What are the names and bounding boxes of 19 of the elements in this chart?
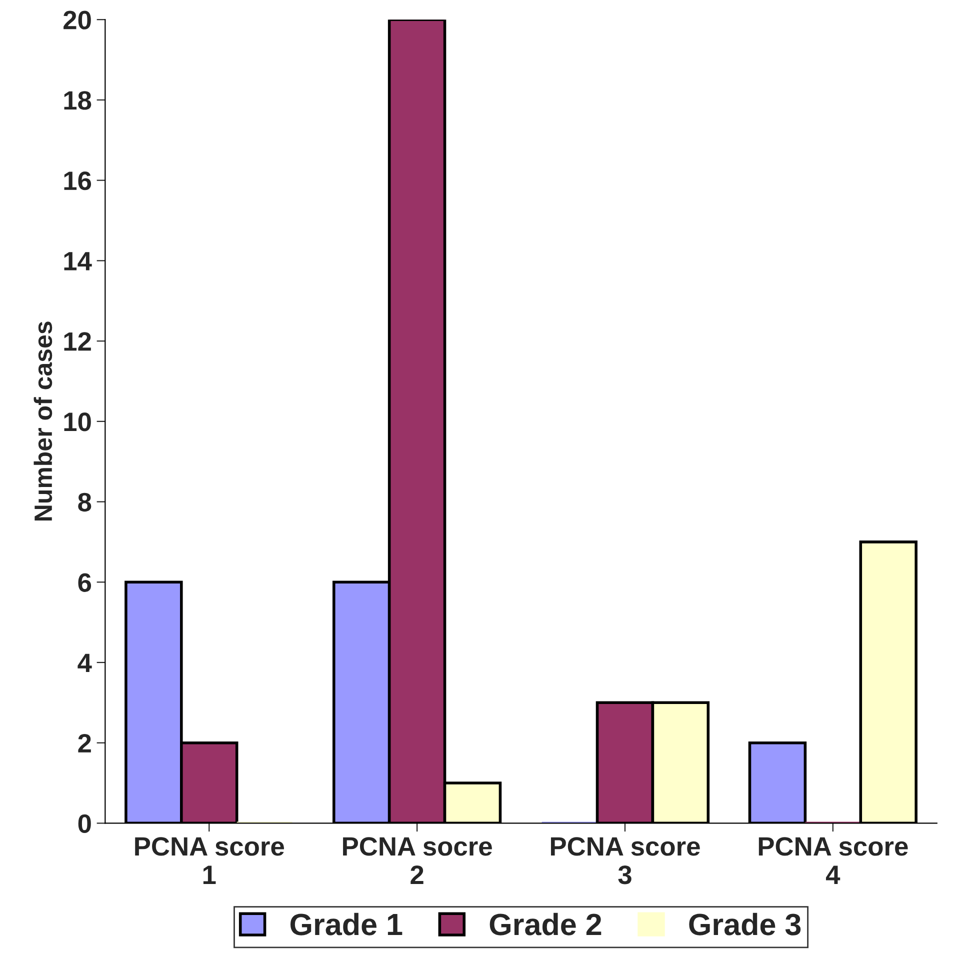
y-tick-label: 4: [78, 654, 92, 672]
y-tick-label: 2: [78, 734, 91, 752]
y-tick-label: 14: [64, 252, 92, 270]
legend-label: Grade 3: [689, 912, 801, 936]
y-axis-title: Number of cases: [34, 322, 52, 520]
y-tick-label: 18: [64, 91, 92, 110]
y-tick-label: 6: [78, 573, 92, 592]
y-tick-label: 0: [78, 814, 91, 834]
y-tick-label: 8: [78, 492, 92, 512]
x-tick-label: PCNA socre 2: [343, 837, 492, 884]
y-tick-label: 12: [64, 332, 91, 351]
legend-label: Grade 1: [290, 912, 402, 936]
x-tick-label: PCNA score 3: [550, 837, 700, 884]
x-tick-label: PCNA score 4: [758, 837, 908, 884]
y-tick-label: 16: [64, 171, 92, 190]
x-tick-label: PCNA score 1: [135, 837, 284, 884]
y-tick-label: 20: [64, 10, 91, 30]
y-tick-label: 10: [64, 412, 91, 432]
legend-label: Grade 2: [490, 912, 602, 936]
